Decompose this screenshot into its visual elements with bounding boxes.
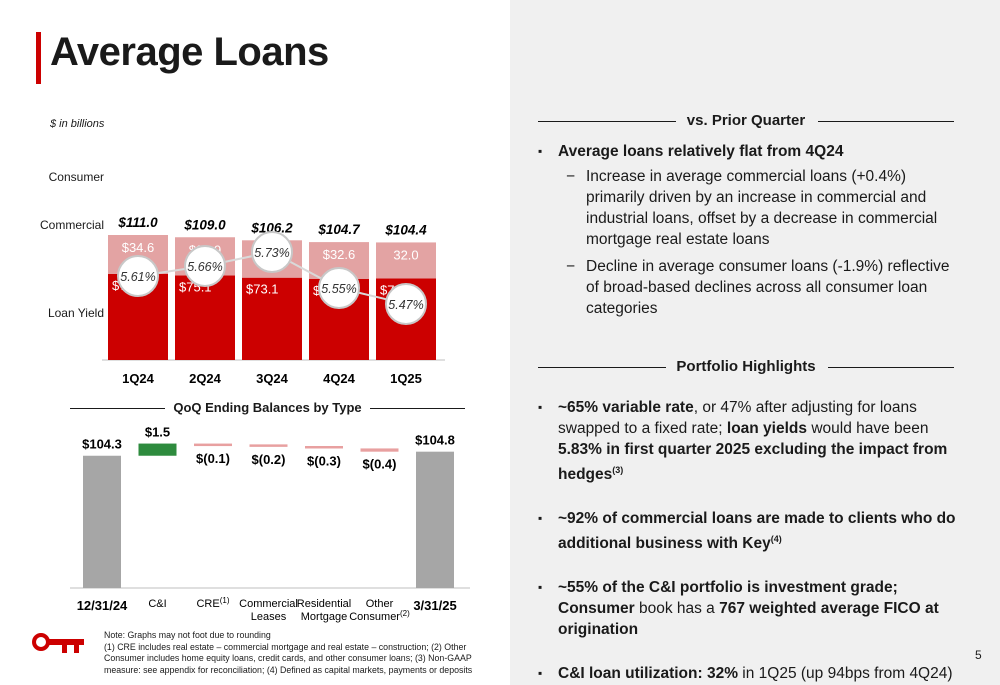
page-number: 5 bbox=[975, 648, 982, 662]
qoq-waterfall-chart: $104.3 12/31/24 $1.5 C&I $(0.1) CRE(1) $(0.2) C… bbox=[70, 425, 470, 623]
label-total-4Q24: $104.7 bbox=[317, 222, 361, 237]
category-label-4Q24: 4Q24 bbox=[323, 371, 356, 386]
waterfall-bar-5 bbox=[360, 448, 399, 452]
waterfall-category-2: CRE(1) bbox=[196, 596, 229, 610]
waterfall-title: QoQ Ending Balances by Type bbox=[173, 400, 362, 415]
b1-text2: would have been bbox=[807, 420, 929, 437]
waterfall-category-6: 3/31/25 bbox=[413, 598, 456, 613]
vs-prior-sub-1: Increase in average commercial loans (+0… bbox=[558, 166, 956, 250]
footnote-line-2: (1) CRE includes real estate – commercia… bbox=[104, 641, 473, 675]
vs-prior-header: vs. Prior Quarter bbox=[686, 112, 806, 129]
portfolio-bullet-utilization: C&I loan utilization: 32% in 1Q25 (up 94… bbox=[536, 663, 966, 684]
waterfall-bar-0 bbox=[83, 455, 121, 588]
b4-bold: C&I loan utilization: 32% bbox=[558, 665, 738, 683]
b3-text1: book has a bbox=[634, 600, 720, 618]
vs-prior-sub-2: Decline in average consumer loans (-1.9%… bbox=[558, 256, 956, 319]
category-label-2Q24: 2Q24 bbox=[189, 371, 222, 386]
row-label-consumer: Consumer bbox=[48, 170, 104, 184]
b3-bold1: ~55% of the C&I portfolio is investment … bbox=[558, 579, 898, 618]
average-loans-stacked-bar-chart: $76.4$34.6$111.01Q24$75.1$33.9$109.02Q24… bbox=[102, 215, 445, 386]
footnote-line-1: Note: Graphs may not foot due to roundin… bbox=[104, 630, 271, 640]
waterfall-value-0: $104.3 bbox=[82, 437, 122, 452]
category-label-1Q24: 1Q24 bbox=[122, 371, 155, 386]
label-total-2Q24: $109.0 bbox=[183, 217, 226, 232]
b4-text1: in 1Q25 (up 94bps from 4Q24) bbox=[737, 665, 953, 683]
waterfall-value-2: $(0.1) bbox=[196, 451, 230, 466]
loan-yield-marker-3Q24 bbox=[251, 231, 293, 273]
label-consumer-1Q24: $34.6 bbox=[122, 240, 155, 255]
category-label-3Q24: 3Q24 bbox=[256, 371, 289, 386]
row-label-loan-yield: Loan Yield bbox=[47, 306, 104, 320]
portfolio-bullet-investment-grade: ~55% of the C&I portfolio is investment … bbox=[536, 577, 966, 640]
waterfall-category-3: Commercial Leases bbox=[239, 598, 298, 623]
label-commercial-3Q24: $73.1 bbox=[246, 282, 279, 297]
waterfall-value-5: $(0.4) bbox=[363, 457, 397, 472]
portfolio-bullets: ~65% variable rate, or 47% after adjusti… bbox=[536, 397, 966, 684]
waterfall-category-1: C&I bbox=[148, 598, 166, 610]
b1-bold2: loan yields bbox=[726, 420, 808, 437]
b3-bold2: 767 weighted average FICO at origination bbox=[558, 600, 939, 639]
right-panel-background bbox=[510, 0, 1000, 685]
b2-bold: ~92% of commercial loans are made to cli… bbox=[558, 510, 956, 553]
bar-consumer-1Q25 bbox=[376, 242, 436, 279]
waterfall-category-0: 12/31/24 bbox=[77, 598, 128, 613]
vs-prior-line-left bbox=[538, 121, 676, 122]
loan-yield-marker-4Q24 bbox=[318, 267, 360, 309]
loan-yield-label-1Q25: 5.47% bbox=[388, 298, 423, 312]
waterfall-value-6: $104.8 bbox=[415, 433, 455, 448]
loan-yield-marker-1Q24 bbox=[117, 255, 159, 297]
vs-prior-bullet-main: Average loans relatively flat from 4Q24 … bbox=[536, 141, 956, 319]
waterfall-title-line-left bbox=[70, 408, 165, 409]
waterfall-value-1: $1.5 bbox=[145, 425, 170, 440]
loan-yield-label-3Q24: 5.73% bbox=[254, 246, 289, 260]
footnote: Note: Graphs may not foot due to roundin… bbox=[104, 630, 504, 676]
waterfall-category-4: Residential Mortgage bbox=[297, 598, 351, 623]
units-label: $ in billions bbox=[50, 118, 105, 130]
label-total-3Q24: $106.2 bbox=[250, 220, 293, 235]
loan-yield-label-2Q24: 5.66% bbox=[187, 260, 222, 274]
b1-bold1: ~65% variable rate bbox=[558, 399, 694, 416]
loan-yield-marker-2Q24 bbox=[184, 245, 226, 287]
label-total-1Q25: $104.4 bbox=[384, 222, 427, 237]
portfolio-line-right bbox=[828, 367, 954, 368]
label-total-1Q24: $111.0 bbox=[117, 215, 158, 230]
category-label-1Q25: 1Q25 bbox=[390, 371, 422, 386]
b2-sup: (4) bbox=[770, 534, 782, 545]
waterfall-title-line-right bbox=[370, 408, 465, 409]
waterfall-bar-1 bbox=[138, 443, 177, 456]
label-consumer-1Q25: 32.0 bbox=[393, 247, 418, 262]
bar-commercial-2Q24 bbox=[175, 275, 235, 360]
waterfall-bar-4 bbox=[305, 446, 343, 449]
b1-bold3: 5.83% in first quarter 2025 excluding th… bbox=[558, 441, 948, 484]
portfolio-header: Portfolio Highlights bbox=[676, 358, 816, 375]
key-logo bbox=[30, 628, 90, 661]
vs-prior-sub-list: Increase in average commercial loans (+0… bbox=[558, 166, 956, 319]
portfolio-bullet-variable-rate: ~65% variable rate, or 47% after adjusti… bbox=[536, 397, 966, 485]
waterfall-bar-2 bbox=[194, 443, 232, 447]
row-label-commercial: Commercial bbox=[39, 218, 104, 232]
b1-text1: , or 47% after adjusting for loans swapp… bbox=[558, 399, 917, 437]
page-title: Average Loans bbox=[50, 30, 329, 74]
b1-sup: (3) bbox=[612, 465, 624, 475]
loan-yield-marker-1Q25 bbox=[385, 283, 427, 325]
waterfall-value-4: $(0.3) bbox=[307, 454, 341, 469]
waterfall-value-3: $(0.2) bbox=[252, 452, 286, 467]
vs-prior-bullets: Average loans relatively flat from 4Q24 … bbox=[536, 141, 956, 325]
portfolio-line-left bbox=[538, 367, 666, 368]
loan-yield-label-4Q24: 5.55% bbox=[321, 282, 356, 296]
portfolio-bullet-commercial-clients: ~92% of commercial loans are made to cli… bbox=[536, 508, 966, 554]
waterfall-category-5: Other Consumer(2) bbox=[349, 598, 410, 623]
title-accent-bar bbox=[36, 32, 41, 84]
bar-commercial-3Q24 bbox=[242, 277, 302, 360]
waterfall-bar-6 bbox=[416, 451, 454, 588]
vs-prior-main-text: Average loans relatively flat from 4Q24 bbox=[558, 143, 844, 160]
waterfall-bar-3 bbox=[249, 444, 288, 447]
vs-prior-line-right bbox=[818, 121, 954, 122]
loan-yield-label-1Q24: 5.61% bbox=[120, 270, 155, 284]
label-consumer-4Q24: $32.6 bbox=[323, 247, 356, 262]
